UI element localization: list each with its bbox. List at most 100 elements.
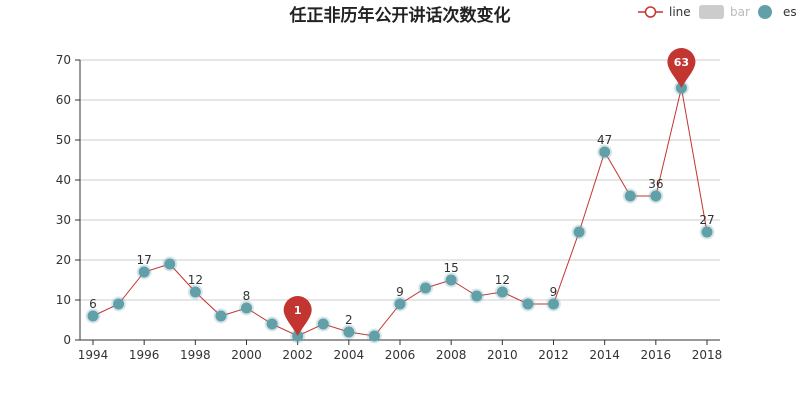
- y-tick-label: 40: [56, 173, 71, 187]
- x-tick-label: 2014: [589, 348, 620, 362]
- y-tick-label: 60: [56, 93, 71, 107]
- data-point-dot: [215, 310, 227, 322]
- data-point-dot: [368, 330, 380, 342]
- data-point-dot: [548, 298, 559, 310]
- data-point-dot: [445, 274, 457, 286]
- data-label: 9: [396, 285, 404, 299]
- data-point-dot: [317, 318, 329, 330]
- data-point-dot: [164, 258, 176, 270]
- data-label: 47: [597, 133, 612, 147]
- legend: line bar es: [638, 5, 797, 19]
- data-point: [366, 328, 382, 344]
- x-tick-label: 1996: [129, 348, 160, 362]
- legend-scatter-icon: [758, 5, 772, 19]
- data-point: [162, 256, 178, 272]
- grid-lines: [80, 59, 720, 301]
- marker-pin-shape: [283, 296, 312, 336]
- x-tick-label: 2010: [487, 348, 518, 362]
- data-point: [239, 300, 254, 316]
- data-label: 12: [495, 273, 510, 287]
- data-point: [546, 296, 561, 312]
- data-label: 36: [648, 177, 663, 191]
- legend-label: bar: [730, 5, 750, 19]
- data-label: 6: [89, 297, 97, 311]
- data-point: [264, 316, 280, 332]
- data-point: [597, 144, 613, 160]
- y-tick-label: 20: [56, 253, 71, 267]
- data-point: [622, 188, 638, 204]
- legend-label: line: [669, 5, 691, 19]
- x-tick-label: 2012: [538, 348, 569, 362]
- x-tick-label: 2000: [231, 348, 262, 362]
- data-point: [520, 296, 536, 312]
- legend-item-line: line: [638, 5, 691, 19]
- data-point-dot: [522, 298, 534, 310]
- data-point: [187, 284, 203, 300]
- data-point-dot: [420, 282, 432, 294]
- data-point-dot: [650, 190, 662, 202]
- data-point-dot: [701, 226, 713, 238]
- x-tick-label: 1994: [78, 348, 109, 362]
- data-label: 12: [188, 273, 203, 287]
- y-tick-label: 0: [63, 333, 71, 347]
- data-label: 9: [550, 285, 558, 299]
- marker-pin-min: 1: [283, 296, 312, 336]
- data-point-dot: [138, 266, 150, 278]
- marker-pin-shape: [667, 48, 696, 88]
- data-label: 2: [345, 313, 353, 327]
- data-point: [136, 264, 152, 280]
- data-labels: 6 17 12 8 2 9 15 12 9 47 36 27: [89, 133, 714, 327]
- marker-pin-max: 63: [667, 48, 696, 88]
- legend-line-icon-dot: [644, 6, 657, 18]
- data-point-dot: [599, 146, 611, 158]
- data-point-dot: [343, 326, 355, 338]
- legend-item-bar: bar: [699, 5, 750, 19]
- data-point-dot: [394, 298, 406, 310]
- data-point: [699, 224, 715, 240]
- data-point: [392, 296, 408, 312]
- legend-bar-icon: [699, 5, 724, 19]
- x-tick-label: 2004: [334, 348, 365, 362]
- marker-pin-label: 63: [674, 56, 689, 69]
- data-point: [85, 308, 101, 324]
- y-tick-label: 50: [56, 133, 71, 147]
- data-point: [213, 308, 229, 324]
- x-tick-label: 2008: [436, 348, 467, 362]
- x-tick-label: 2006: [385, 348, 416, 362]
- data-points: [85, 80, 715, 344]
- data-point-dot: [471, 290, 483, 302]
- data-point-dot: [624, 190, 636, 202]
- y-tick-label: 10: [56, 293, 71, 307]
- data-point-dot: [189, 286, 201, 298]
- data-point: [315, 316, 331, 332]
- data-point-dot: [241, 302, 252, 314]
- data-point: [418, 280, 434, 296]
- y-tick-label: 30: [56, 213, 71, 227]
- chart-title: 任正非历年公开讲话次数变化: [289, 5, 511, 26]
- data-label: 8: [243, 289, 251, 303]
- x-tick-label: 2016: [641, 348, 672, 362]
- x-tick-label: 2002: [282, 348, 313, 362]
- x-tick-label: 2018: [692, 348, 723, 362]
- data-point: [648, 188, 664, 204]
- data-point-dot: [113, 298, 125, 310]
- markers: 1 63: [283, 48, 696, 336]
- data-label: 15: [444, 261, 459, 275]
- y-tick-label: 70: [56, 53, 71, 67]
- data-point: [443, 272, 459, 288]
- data-point-dot: [266, 318, 278, 330]
- data-point-dot: [87, 310, 99, 322]
- data-label: 17: [137, 253, 152, 267]
- data-point: [469, 288, 485, 304]
- data-point: [571, 224, 587, 240]
- legend-label: es: [783, 5, 797, 19]
- marker-pin-label: 1: [294, 304, 302, 317]
- legend-item-es: es: [758, 5, 797, 19]
- data-label: 27: [699, 213, 714, 227]
- data-point: [494, 284, 510, 300]
- x-tick-label: 1998: [180, 348, 211, 362]
- data-point: [341, 324, 357, 340]
